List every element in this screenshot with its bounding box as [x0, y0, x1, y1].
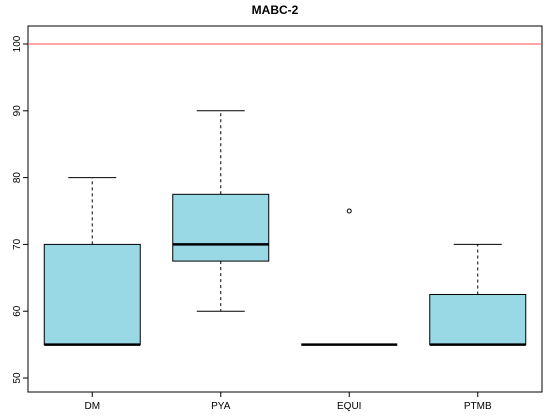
- box-pya: [172, 110, 270, 312]
- x-tick-label: PYA: [211, 401, 231, 412]
- y-tick-label: 100: [12, 35, 23, 52]
- box-body: [172, 193, 270, 262]
- box-ptmb: [429, 243, 527, 346]
- box-body: [429, 294, 527, 346]
- box-dm: [43, 177, 141, 346]
- box-equi: [301, 208, 398, 346]
- x-tick-label: PTMB: [464, 401, 492, 412]
- box-body: [43, 243, 141, 346]
- y-tick-label: 60: [12, 305, 23, 317]
- x-tick-label: EQUI: [337, 401, 361, 412]
- x-tick-label: DM: [84, 401, 100, 412]
- x-axis: DM PYA EQUI PTMB: [84, 391, 492, 412]
- y-tick-label: 90: [12, 105, 23, 117]
- boxes-group: [43, 110, 527, 346]
- y-tick-label: 70: [12, 238, 23, 250]
- y-tick-label: 50: [12, 372, 23, 384]
- chart-title: MABC-2: [252, 3, 299, 17]
- y-axis: 50 60 70 80 90 100: [12, 35, 29, 384]
- outlier-point: [346, 208, 352, 214]
- y-tick-label: 80: [12, 172, 23, 184]
